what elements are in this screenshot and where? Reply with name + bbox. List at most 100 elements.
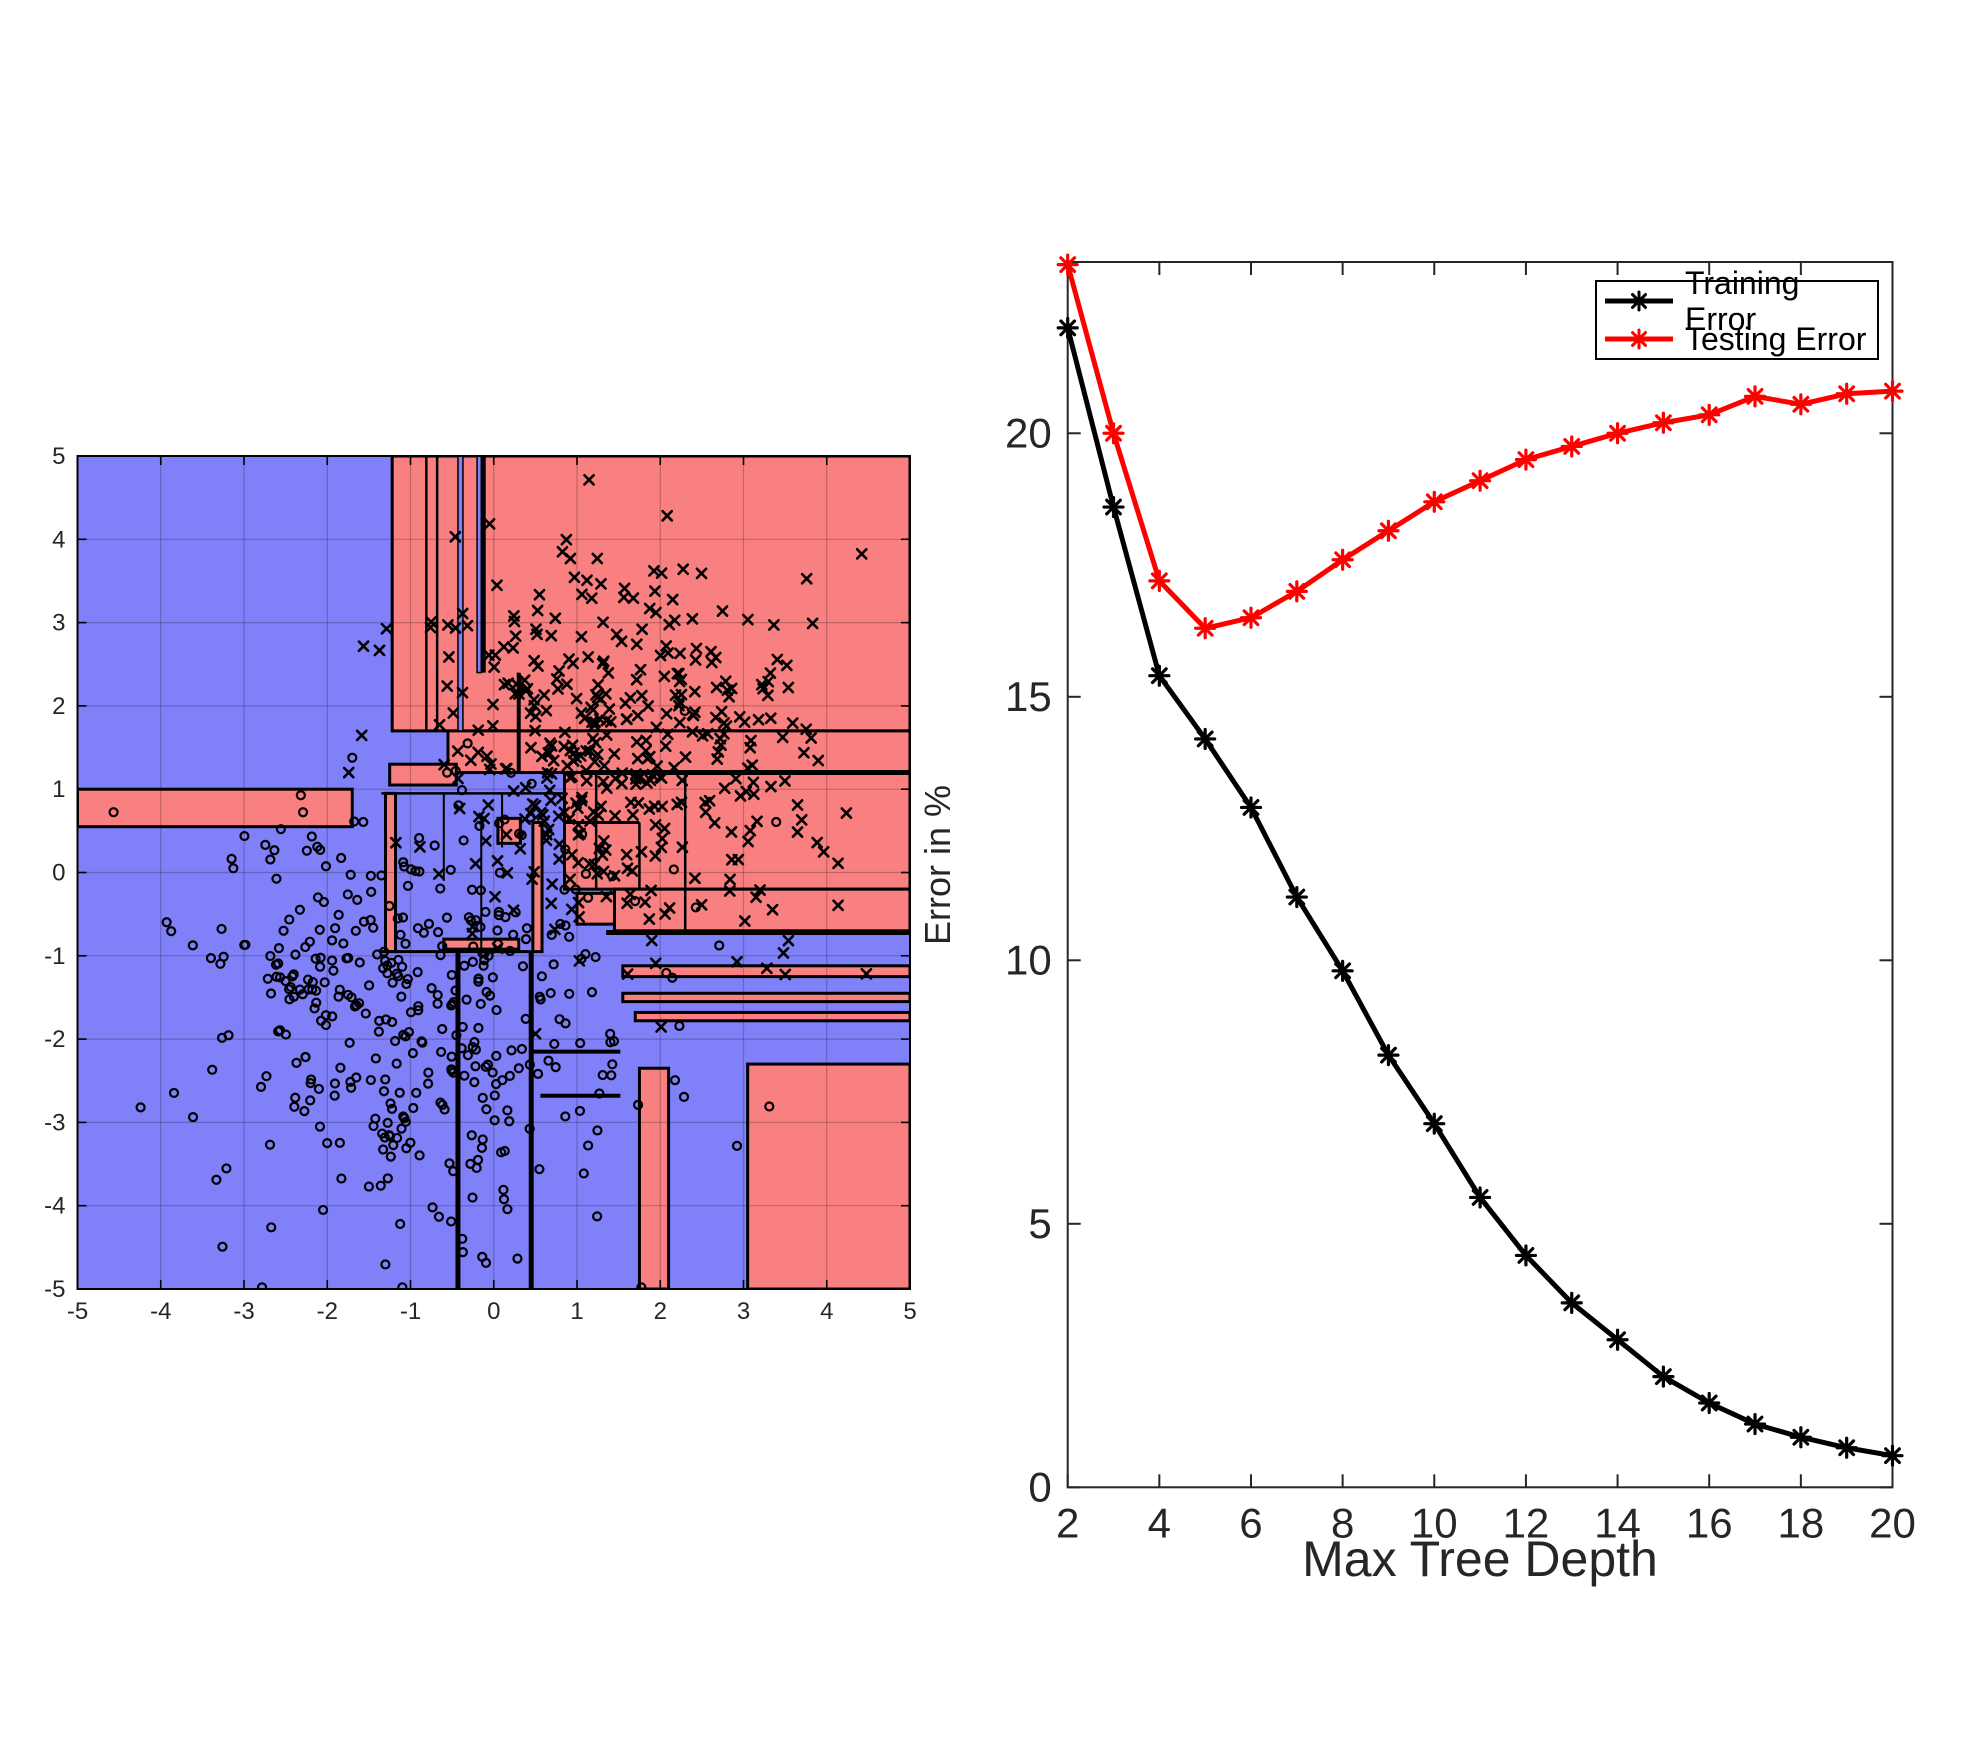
class-o-point	[395, 1218, 406, 1230]
class-x-point	[668, 761, 681, 774]
class-o-point	[517, 961, 529, 972]
class-o-point	[288, 991, 300, 1002]
class-x-point	[609, 809, 621, 822]
class-x-point	[714, 732, 727, 745]
testing-error-marker	[1881, 380, 1904, 403]
class-o-point	[560, 920, 571, 931]
class-x-point	[750, 891, 762, 904]
class-o-point	[560, 1111, 571, 1122]
class-x-point	[705, 656, 718, 669]
class-x-point	[725, 826, 738, 838]
class-x-point	[651, 760, 664, 773]
class-o-point	[289, 1101, 300, 1112]
class-x-point	[634, 663, 647, 676]
class-o-point	[467, 1192, 478, 1203]
class-x-point	[593, 842, 606, 855]
class-o-point	[278, 925, 289, 936]
class-x-point	[800, 723, 813, 736]
training-error-line-swatch	[1605, 290, 1673, 312]
training-error-marker	[1148, 664, 1171, 687]
class-o-point	[411, 1087, 422, 1099]
class-x-point	[479, 835, 492, 847]
x-tick-label: 4	[820, 1298, 833, 1325]
class-x-point	[631, 709, 644, 722]
class-x-point	[483, 517, 496, 530]
class-x-point	[855, 547, 868, 560]
class-o-point	[433, 1211, 445, 1222]
class-o-point	[504, 1116, 515, 1127]
x-tick-label: 2	[1056, 1499, 1079, 1546]
class-x-point	[636, 623, 648, 636]
class-x-point	[545, 897, 558, 910]
class-o-point	[524, 1059, 535, 1070]
class-o-point	[450, 985, 461, 996]
class-o-point	[536, 971, 547, 982]
class-x-point	[442, 651, 455, 663]
y-tick-label: 0	[1028, 1463, 1051, 1510]
class-x-point	[513, 688, 525, 700]
class-o-point	[338, 938, 349, 949]
class-o-point	[498, 1184, 509, 1195]
class-o-point	[667, 972, 678, 983]
class-o-point	[461, 994, 472, 1005]
class-o-point	[305, 1095, 316, 1106]
class-o-point	[457, 1233, 468, 1244]
class-o-point	[265, 950, 276, 962]
class-x-point	[643, 913, 656, 925]
class-x-point	[502, 677, 515, 690]
class-x-point	[660, 707, 673, 720]
class-x-point	[600, 729, 613, 741]
class-o-point	[632, 1099, 644, 1110]
class-o-point	[262, 973, 273, 984]
class-o-point	[451, 1030, 462, 1041]
class-x-point	[642, 700, 655, 712]
class-x-point	[663, 902, 676, 914]
class-x-point	[536, 808, 549, 821]
class-x-point	[456, 607, 469, 620]
class-o-point	[605, 1037, 616, 1048]
class-o-point	[108, 807, 119, 818]
class-x-point	[699, 806, 712, 819]
class-o-point	[363, 1181, 375, 1192]
class-x-point	[686, 725, 699, 738]
class-x-point	[782, 934, 795, 947]
class-x-point	[588, 719, 601, 732]
class-o-point	[319, 977, 330, 988]
class-o-point	[482, 1059, 493, 1070]
class-x-point	[587, 806, 600, 818]
class-x-point	[641, 752, 654, 765]
x-tick-label: 1	[570, 1298, 583, 1325]
training-error-marker	[1560, 1291, 1583, 1314]
class-x-point	[550, 673, 563, 685]
class-o-point	[493, 910, 504, 921]
class-x-point	[540, 834, 553, 847]
class-o-point	[320, 1019, 332, 1031]
class-o-point	[636, 1282, 647, 1289]
class-x-point	[456, 686, 469, 699]
class-x-point	[545, 739, 558, 752]
class-x-point	[449, 530, 462, 543]
class-o-point	[380, 1259, 391, 1270]
class-o-point	[446, 1051, 457, 1062]
class-x-point	[529, 710, 542, 723]
class-x-point	[686, 612, 699, 625]
class-o-point	[314, 1121, 326, 1132]
class-x-point	[738, 915, 751, 927]
class-x-point	[621, 897, 633, 910]
class-x-point	[432, 868, 445, 880]
training-error-marker	[1285, 885, 1308, 909]
x-tick-label: 14	[1594, 1499, 1641, 1546]
class-o-point	[394, 1087, 405, 1098]
y-tick-label: -2	[44, 1026, 65, 1053]
class-x-point	[433, 718, 446, 731]
class-o-point	[481, 1104, 492, 1115]
x-tick-label: 3	[737, 1298, 750, 1325]
class-o-point	[494, 867, 506, 878]
class-o-point	[385, 1151, 396, 1162]
class-o-point	[490, 1078, 502, 1090]
class-o-point	[448, 1166, 459, 1177]
testing-error-marker	[1239, 606, 1263, 629]
class-x-point	[655, 841, 668, 854]
class-o-point	[322, 1137, 333, 1149]
class-x-point	[760, 962, 773, 975]
